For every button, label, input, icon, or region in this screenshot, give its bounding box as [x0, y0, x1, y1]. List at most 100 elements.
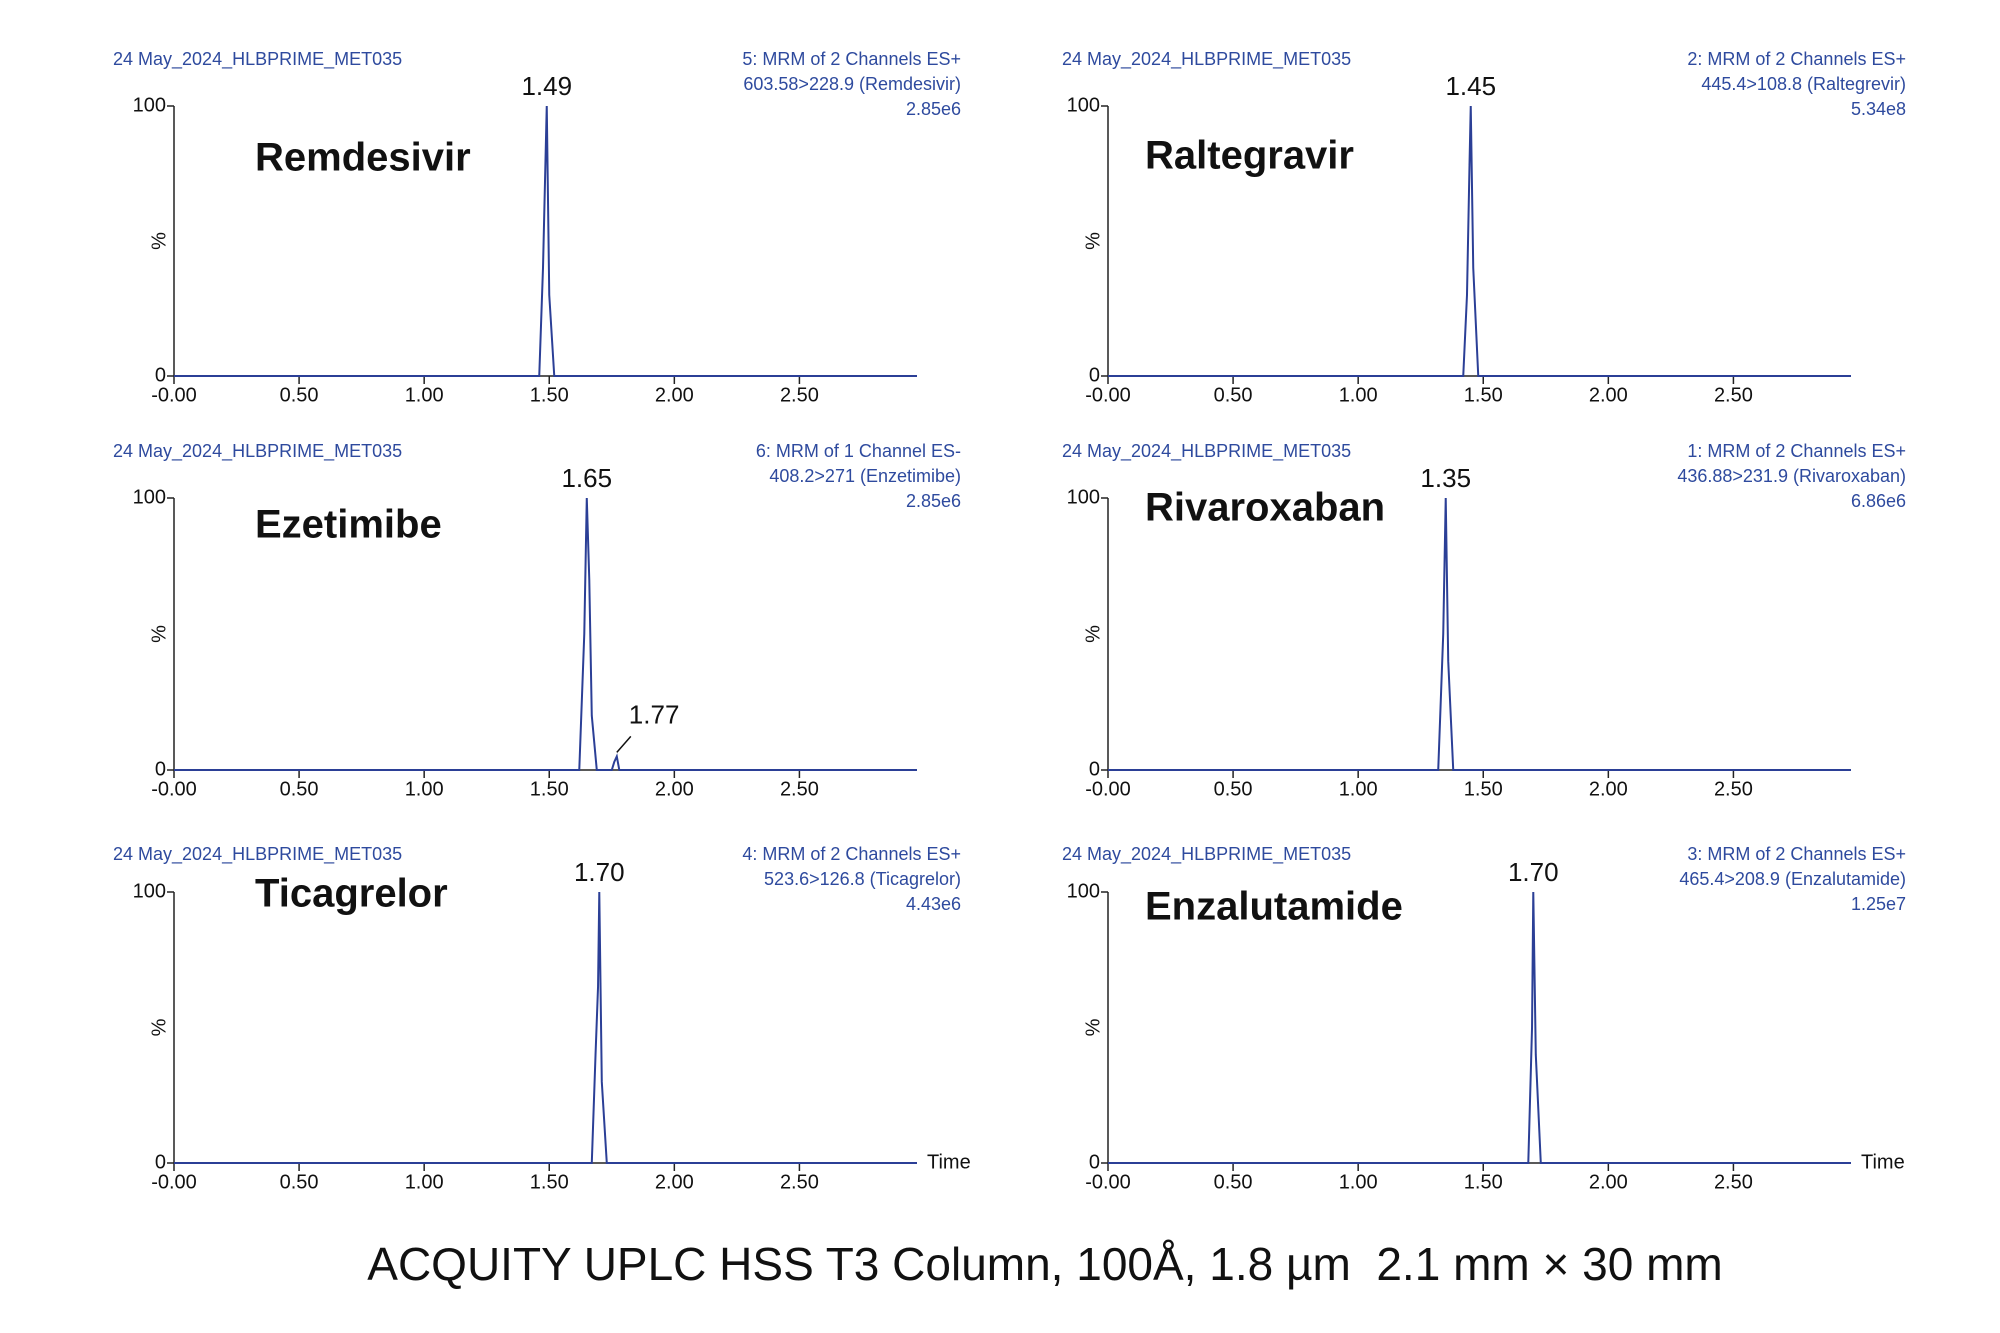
y-tick-label: 0 [1089, 364, 1100, 386]
x-tick-label: 1.00 [1339, 1171, 1378, 1193]
channel-info: 5.34e8 [1851, 99, 1906, 119]
x-tick-label: 1.00 [405, 1171, 444, 1193]
x-tick-label: 2.00 [1589, 778, 1628, 800]
y-tick-label: 100 [1067, 486, 1100, 508]
channel-info: 1.25e7 [1851, 894, 1906, 914]
x-tick-label: 2.50 [1714, 1171, 1753, 1193]
caption: ACQUITY UPLC HSS T3 Column, 100Å, 1.8 µm… [367, 1238, 1722, 1290]
channel-info: 603.58>228.9 (Remdesivir) [743, 74, 961, 94]
x-tick-label: 0.50 [280, 1171, 319, 1193]
y-tick-label: 0 [1089, 1151, 1100, 1173]
trace [1108, 497, 1851, 771]
panel: 24 May_2024_HLBPRIME_MET035 1: MRM of 2 C… [1062, 441, 1906, 801]
panel: 24 May_2024_HLBPRIME_MET035 5: MRM of 2 C… [113, 49, 961, 407]
panel: 24 May_2024_HLBPRIME_MET035 4: MRM of 2 C… [113, 844, 971, 1194]
x-tick-label: 2.00 [1589, 384, 1628, 406]
y-tick-label: 0 [155, 758, 166, 780]
compound-title: Enzalutamide [1145, 885, 1403, 929]
y-tick-label: 0 [155, 1151, 166, 1173]
peak-label: 1.70 [574, 857, 625, 887]
channel-info: 436.88>231.9 (Rivaroxaban) [1677, 466, 1906, 486]
channel-info: 4.43e6 [906, 894, 961, 914]
x-tick-label: -0.00 [151, 384, 197, 406]
x-tick-label: 1.50 [530, 778, 569, 800]
channel-info: 408.2>271 (Enzetimibe) [769, 466, 961, 486]
channel-info: 2.85e6 [906, 491, 961, 511]
x-tick-label: 2.00 [655, 384, 694, 406]
x-tick-label: 0.50 [280, 778, 319, 800]
x-tick-label: 1.50 [530, 384, 569, 406]
sample-id: 24 May_2024_HLBPRIME_MET035 [1062, 49, 1351, 70]
x-tick-label: 2.50 [780, 778, 819, 800]
channel-info: 1: MRM of 2 Channels ES+ [1687, 441, 1906, 461]
panel: 24 May_2024_HLBPRIME_MET035 3: MRM of 2 C… [1062, 844, 1906, 1194]
y-axis-label: % [1082, 232, 1104, 250]
y-tick-label: 0 [1089, 758, 1100, 780]
channel-info: 523.6>126.8 (Ticagrelor) [764, 869, 961, 889]
channel-info: 2: MRM of 2 Channels ES+ [1687, 49, 1906, 69]
channel-info: 465.4>208.9 (Enzalutamide) [1679, 869, 1906, 889]
x-tick-label: 2.00 [1589, 1171, 1628, 1193]
x-tick-label: 1.50 [1464, 778, 1503, 800]
x-tick-label: 0.50 [1214, 384, 1253, 406]
peak-label: 1.65 [561, 463, 612, 493]
x-tick-label: 1.00 [405, 384, 444, 406]
channel-info: 4: MRM of 2 Channels ES+ [742, 844, 961, 864]
x-tick-label: 1.50 [1464, 384, 1503, 406]
x-tick-label: 2.00 [655, 778, 694, 800]
x-tick-label: 2.50 [1714, 384, 1753, 406]
y-axis-label: % [1082, 1018, 1104, 1036]
x-tick-label: 1.50 [530, 1171, 569, 1193]
channel-info: 3: MRM of 2 Channels ES+ [1687, 844, 1906, 864]
x-tick-label: -0.00 [151, 1171, 197, 1193]
x-tick-label: -0.00 [1085, 384, 1131, 406]
x-tick-label: 2.50 [780, 1171, 819, 1193]
x-axis-label: Time [927, 1151, 971, 1173]
y-tick-label: 100 [133, 486, 166, 508]
trace [174, 497, 917, 771]
x-tick-label: -0.00 [1085, 778, 1131, 800]
peak-label: 1.70 [1508, 857, 1559, 887]
compound-title: Ezetimibe [255, 503, 442, 547]
sample-id: 24 May_2024_HLBPRIME_MET035 [1062, 441, 1351, 462]
compound-title: Rivaroxaban [1145, 486, 1385, 530]
trace [1108, 891, 1851, 1164]
peak-label: 1.45 [1445, 71, 1496, 101]
x-tick-label: 1.50 [1464, 1171, 1503, 1193]
peak-label: 1.77 [629, 699, 680, 729]
compound-title: Raltegravir [1145, 134, 1354, 178]
leader-line [616, 735, 632, 753]
channel-info: 6: MRM of 1 Channel ES- [756, 441, 961, 461]
y-axis-label: % [1082, 625, 1104, 643]
panel: 24 May_2024_HLBPRIME_MET035 2: MRM of 2 C… [1062, 49, 1906, 407]
x-tick-label: -0.00 [151, 778, 197, 800]
channel-info: 445.4>108.8 (Raltegrevir) [1701, 74, 1906, 94]
sample-id: 24 May_2024_HLBPRIME_MET035 [113, 844, 402, 865]
y-tick-label: 100 [1067, 94, 1100, 116]
sample-id: 24 May_2024_HLBPRIME_MET035 [1062, 844, 1351, 865]
x-axis-label: Time [1861, 1151, 1905, 1173]
x-tick-label: 2.50 [1714, 778, 1753, 800]
x-tick-label: 0.50 [1214, 778, 1253, 800]
peak-label: 1.49 [521, 71, 572, 101]
compound-title: Remdesivir [255, 136, 471, 180]
x-tick-label: 0.50 [280, 384, 319, 406]
channel-info: 6.86e6 [1851, 491, 1906, 511]
sample-id: 24 May_2024_HLBPRIME_MET035 [113, 441, 402, 462]
x-tick-label: 1.00 [1339, 778, 1378, 800]
y-axis-label: % [148, 625, 170, 643]
y-axis-label: % [148, 1018, 170, 1036]
channel-info: 5: MRM of 2 Channels ES+ [742, 49, 961, 69]
x-tick-label: 2.00 [655, 1171, 694, 1193]
y-tick-label: 100 [1067, 880, 1100, 902]
trace [174, 105, 917, 377]
channel-info: 2.85e6 [906, 99, 961, 119]
trace [174, 891, 917, 1164]
compound-title: Ticagrelor [255, 872, 448, 916]
y-tick-label: 100 [133, 94, 166, 116]
sample-id: 24 May_2024_HLBPRIME_MET035 [113, 49, 402, 70]
x-tick-label: -0.00 [1085, 1171, 1131, 1193]
x-tick-label: 0.50 [1214, 1171, 1253, 1193]
